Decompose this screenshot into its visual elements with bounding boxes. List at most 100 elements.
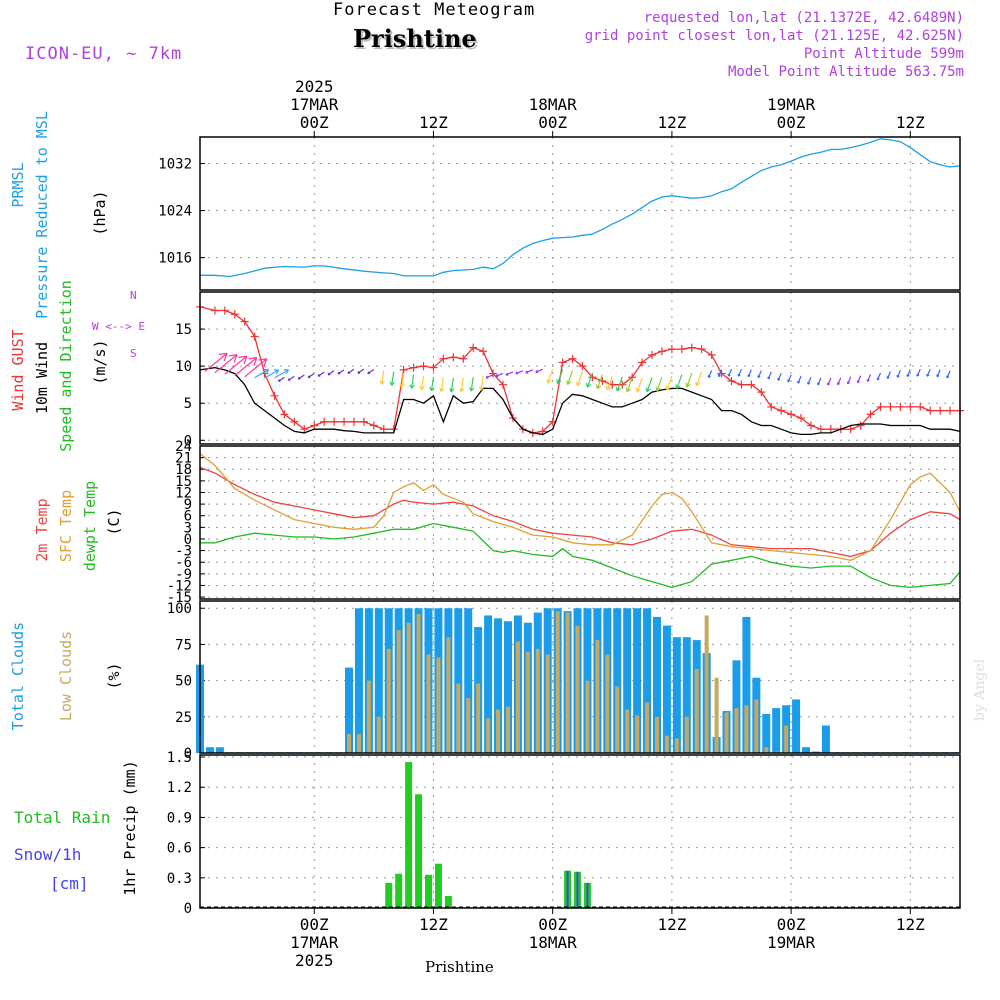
supertitle: Forecast Meteogram <box>333 0 536 20</box>
bottom-time-label: 17MAR <box>290 933 339 952</box>
wind-arrow <box>307 373 315 379</box>
wind-arrow-head <box>469 387 475 392</box>
gust-marker <box>558 358 567 367</box>
compass-south: S <box>130 347 137 360</box>
ytick-label: -6 <box>175 555 192 571</box>
wind-arrow <box>288 375 295 381</box>
low-cloud-bar <box>386 648 391 753</box>
low-cloud-bar <box>684 716 689 753</box>
wind-arrow <box>430 376 435 392</box>
wind-arrow <box>440 377 444 392</box>
rain-bar <box>405 762 413 908</box>
gust-marker <box>856 421 865 430</box>
wind-arrow <box>727 368 733 377</box>
wind-arrow-head <box>273 369 280 375</box>
top-time-label: 12Z <box>419 113 448 132</box>
wind-arrow <box>214 354 238 374</box>
gust-marker <box>906 402 915 411</box>
gust-marker <box>220 306 229 315</box>
10m-wind-line <box>199 366 961 436</box>
gust-marker <box>926 406 935 415</box>
wind-arrow <box>420 375 425 390</box>
wind-arrow <box>906 369 911 377</box>
wind-arrow <box>837 377 842 385</box>
gust-marker <box>687 343 696 352</box>
total-cloud-bar <box>802 747 811 753</box>
gust-marker <box>916 402 925 411</box>
wind-arrow-head <box>655 386 661 392</box>
wind-arrow <box>470 377 474 392</box>
ytick-label: 24 <box>175 439 192 455</box>
wind-arrow-head <box>866 379 870 382</box>
rain-bar <box>395 873 403 908</box>
gust-marker <box>429 363 438 372</box>
wind-arrow-head <box>585 382 592 388</box>
bottom-time-label: 12Z <box>419 915 448 934</box>
total-cloud-bar <box>345 667 354 753</box>
wind-arrow-head <box>906 374 910 377</box>
wind-arrow-head <box>317 373 321 377</box>
low-cloud-bar <box>744 705 749 753</box>
ytick-label: 100 <box>167 601 192 617</box>
wind-arrow-head <box>926 373 930 377</box>
wind-arrow-head <box>836 382 840 386</box>
total-cloud-bar <box>682 637 691 753</box>
wind-arrow <box>274 369 289 379</box>
wind-arrow <box>297 374 305 380</box>
wind-arrow <box>525 369 534 374</box>
total-cloud-bar <box>672 637 681 753</box>
low-cloud-bar <box>784 725 789 753</box>
gust-marker <box>330 417 339 426</box>
total-cloud-bar <box>215 747 224 753</box>
low-cloud-bar <box>565 612 570 753</box>
gust-marker <box>648 351 657 360</box>
total-cloud-bar <box>374 608 383 753</box>
wind-arrow-head <box>727 373 731 377</box>
wind-arrow <box>656 376 663 392</box>
gust-marker <box>677 345 686 354</box>
low-cloud-bar <box>585 680 590 753</box>
wind-arrow-head <box>605 385 612 391</box>
wind-arrow <box>946 370 951 379</box>
gust-marker <box>419 362 428 371</box>
ytick-label: 50 <box>175 674 192 690</box>
total-cloud-bar <box>503 621 512 753</box>
wind-frame <box>199 291 961 445</box>
ytick-label: 5 <box>184 396 192 412</box>
low-cloud-bar <box>724 712 729 753</box>
wind-arrow <box>391 371 395 386</box>
wind-arrow <box>557 369 564 384</box>
wind-arrow-head <box>635 387 641 393</box>
wind-arrow <box>586 372 593 388</box>
2m-temp-line <box>199 466 961 558</box>
gust-marker <box>359 417 368 426</box>
ytick-label: 25 <box>175 710 192 726</box>
total-cloud-bar <box>762 713 771 753</box>
gust-marker <box>757 388 766 397</box>
low-cloud-bar <box>555 611 560 753</box>
wind-arrow-head <box>747 374 751 378</box>
rain-bar <box>415 794 423 908</box>
total-cloud-bar <box>772 708 781 753</box>
wind-arrow-head <box>439 387 445 393</box>
ytick-label: -3 <box>175 544 192 560</box>
gust-marker <box>816 425 825 434</box>
wind-arrow-head <box>787 379 791 383</box>
gust-marker <box>866 410 875 419</box>
wind-arrow <box>886 371 892 379</box>
gust-marker <box>767 402 776 411</box>
wind-arrow <box>718 369 723 377</box>
total-cloud-bar <box>354 608 363 753</box>
gust-marker <box>230 310 239 319</box>
gust-marker <box>578 362 587 371</box>
wind-arrow-head <box>283 369 290 375</box>
ytick-label: 1.5 <box>167 750 192 766</box>
ytick-label: 12 <box>175 485 192 501</box>
ytick-label: 1.2 <box>167 780 192 796</box>
wind-arrow <box>278 376 285 382</box>
total-cloud-bar <box>643 608 652 753</box>
bottom-time-label: 2025 <box>295 951 334 970</box>
wind-arrow <box>547 368 554 384</box>
gust-marker <box>489 369 498 378</box>
low-cloud-bar <box>754 699 759 753</box>
